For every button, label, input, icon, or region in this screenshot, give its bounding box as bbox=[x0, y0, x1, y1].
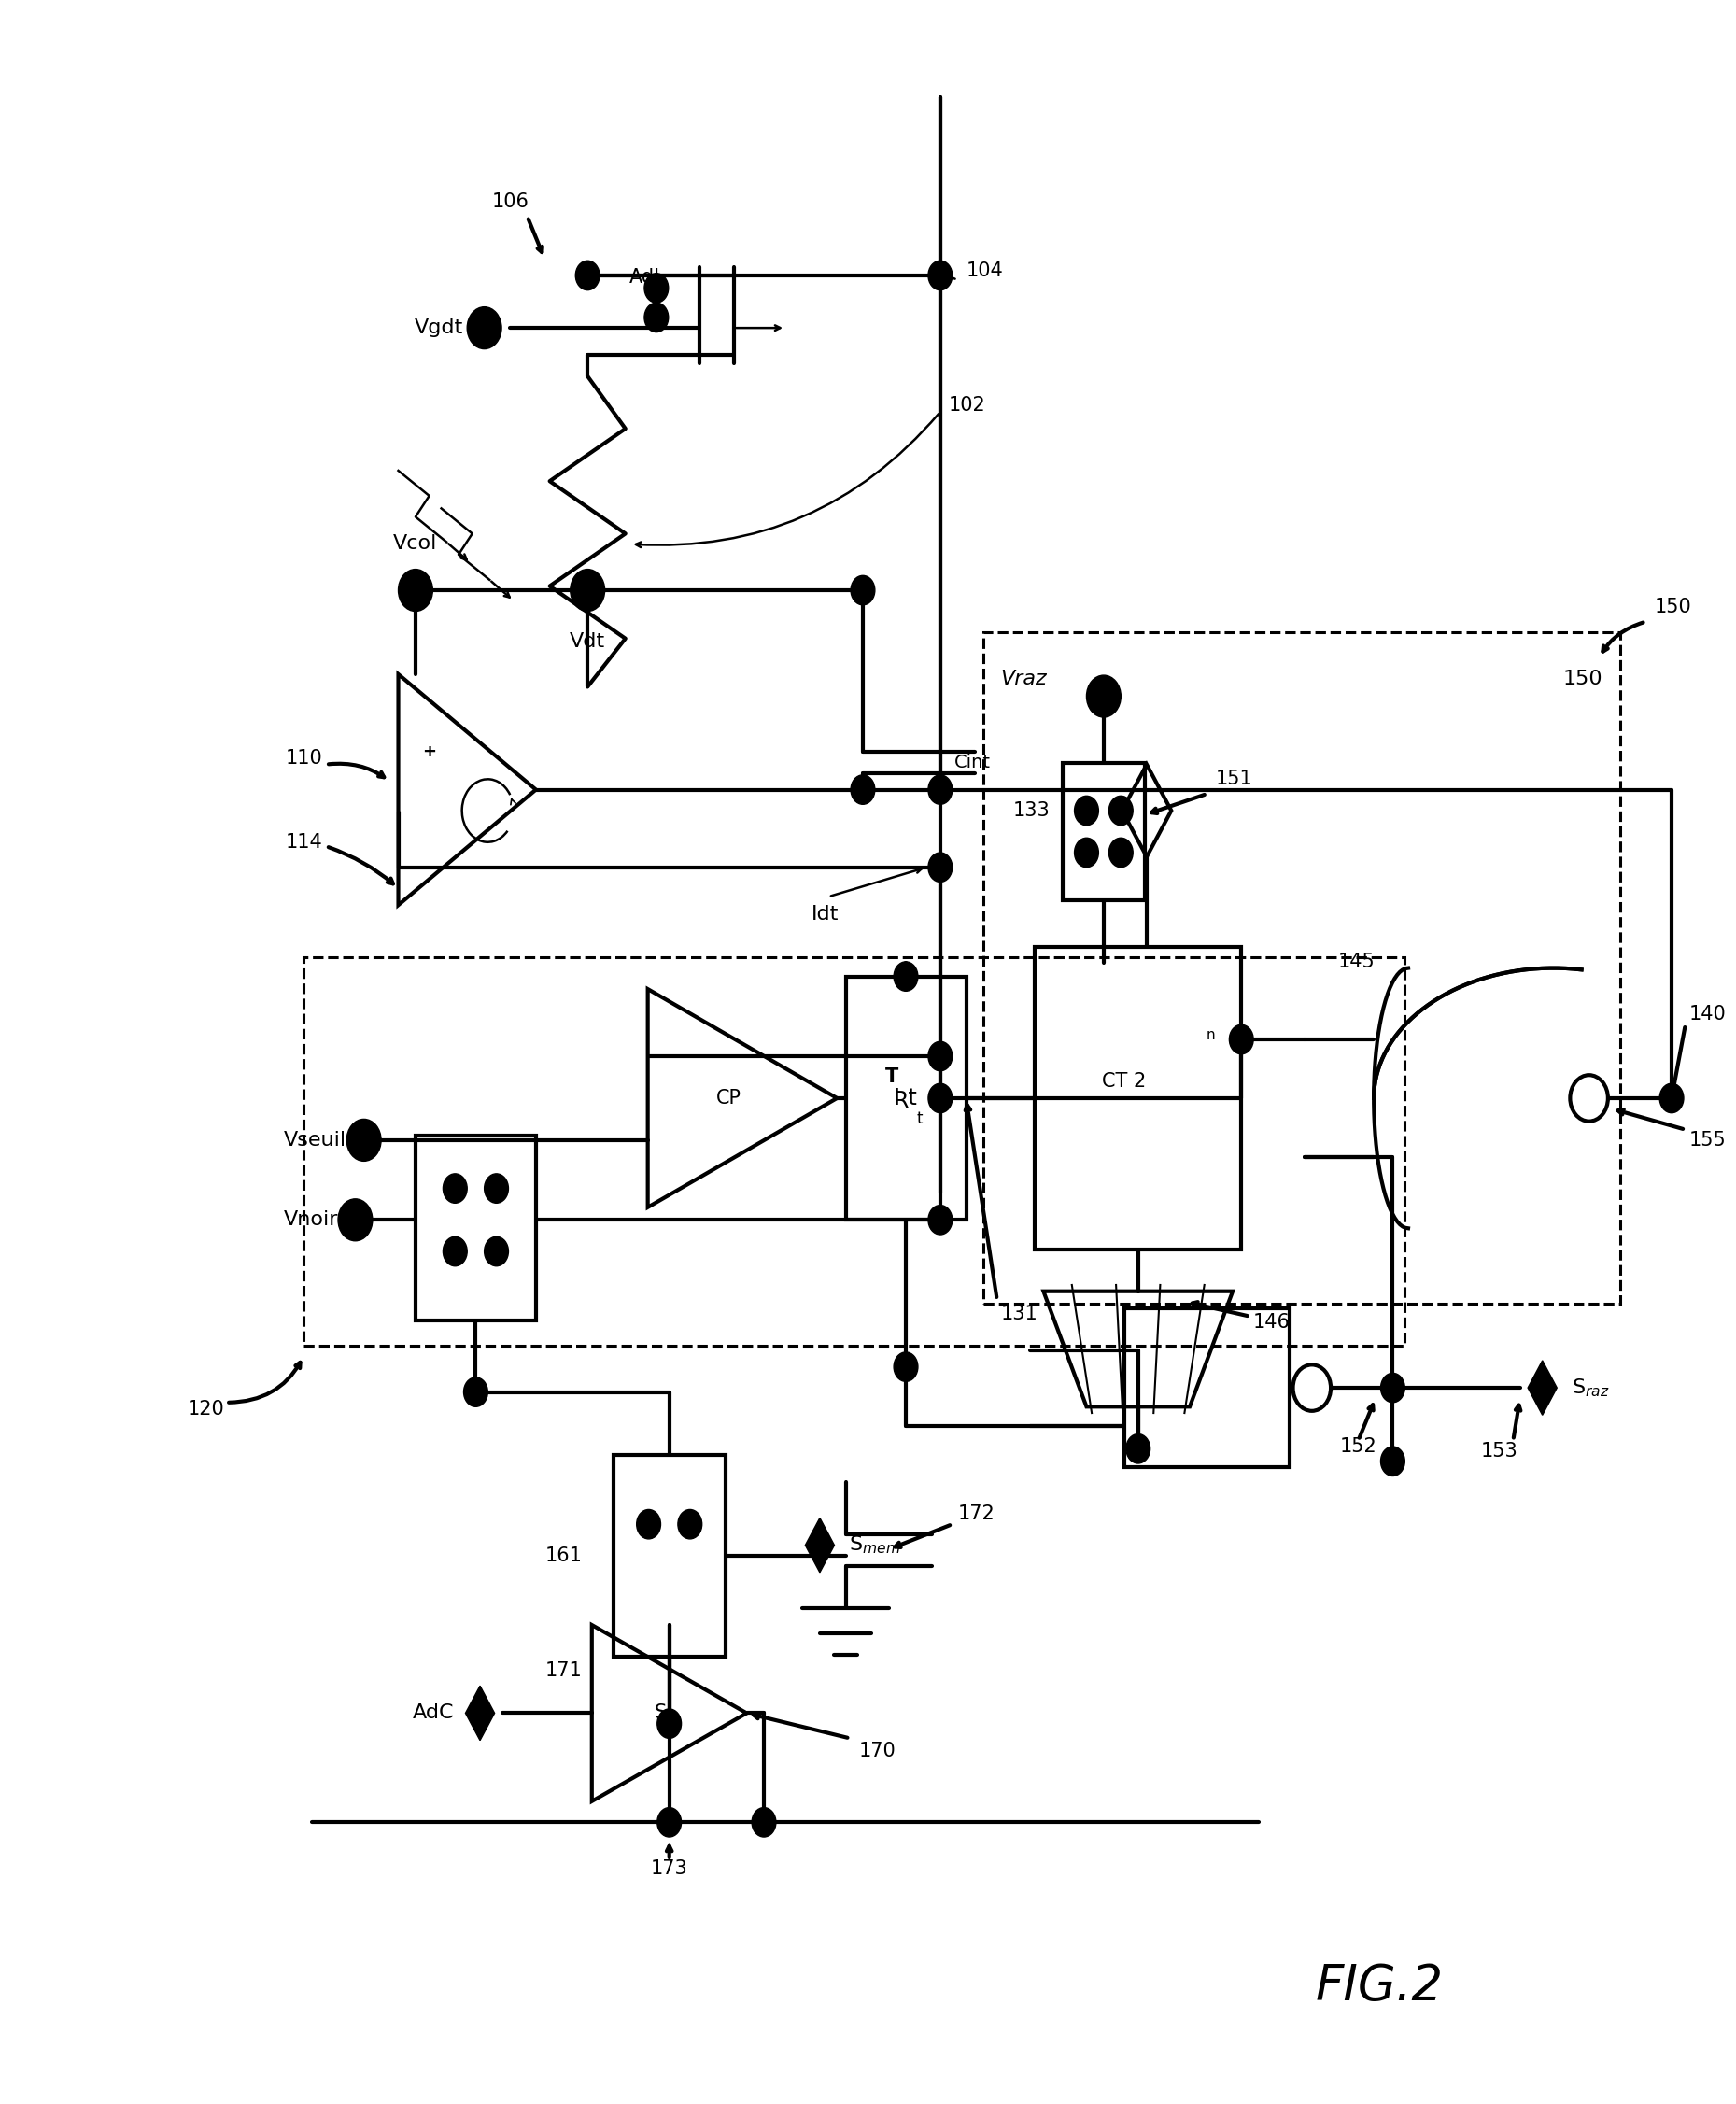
Text: Cint: Cint bbox=[955, 753, 991, 772]
Text: 140: 140 bbox=[1689, 1006, 1726, 1023]
Circle shape bbox=[467, 307, 502, 349]
Text: 133: 133 bbox=[1012, 802, 1050, 821]
Bar bbox=[415, 1136, 536, 1321]
Circle shape bbox=[658, 1807, 681, 1837]
Text: S$_{mem}$: S$_{mem}$ bbox=[849, 1534, 901, 1557]
Text: 170: 170 bbox=[859, 1742, 896, 1761]
Circle shape bbox=[1229, 1025, 1253, 1054]
Bar bbox=[1035, 947, 1241, 1250]
Circle shape bbox=[1380, 1448, 1404, 1477]
Text: Idt: Idt bbox=[811, 905, 838, 924]
Circle shape bbox=[929, 852, 953, 882]
Text: CT 2: CT 2 bbox=[1102, 1073, 1146, 1090]
Text: 155: 155 bbox=[1689, 1130, 1726, 1149]
Circle shape bbox=[929, 1206, 953, 1235]
Text: T: T bbox=[885, 1069, 899, 1086]
Circle shape bbox=[851, 774, 875, 804]
Circle shape bbox=[929, 261, 953, 290]
Circle shape bbox=[347, 1119, 382, 1161]
Circle shape bbox=[1075, 837, 1099, 867]
Text: AdC: AdC bbox=[413, 1704, 455, 1723]
Circle shape bbox=[644, 274, 668, 303]
Text: 153: 153 bbox=[1481, 1441, 1517, 1460]
Circle shape bbox=[1075, 795, 1099, 825]
Text: 150: 150 bbox=[1654, 598, 1691, 616]
Circle shape bbox=[637, 1509, 661, 1538]
Text: 151: 151 bbox=[1215, 770, 1253, 789]
Circle shape bbox=[443, 1237, 467, 1267]
Polygon shape bbox=[806, 1517, 835, 1572]
Text: Ʀt: Ʀt bbox=[894, 1088, 918, 1109]
Circle shape bbox=[339, 1199, 373, 1241]
Circle shape bbox=[443, 1174, 467, 1203]
Text: n: n bbox=[1207, 1029, 1215, 1041]
Circle shape bbox=[1109, 837, 1134, 867]
Circle shape bbox=[484, 1237, 509, 1267]
Text: 114: 114 bbox=[285, 833, 323, 852]
Circle shape bbox=[576, 261, 599, 290]
Circle shape bbox=[1660, 1084, 1684, 1113]
Text: AdL: AdL bbox=[630, 267, 667, 286]
Text: 104: 104 bbox=[965, 261, 1003, 280]
Circle shape bbox=[1087, 675, 1121, 717]
Text: Vseuil: Vseuil bbox=[285, 1130, 347, 1149]
Text: 102: 102 bbox=[950, 396, 986, 414]
Circle shape bbox=[929, 774, 953, 804]
Text: 172: 172 bbox=[958, 1504, 995, 1523]
Text: 120: 120 bbox=[187, 1399, 224, 1418]
Text: Vdt: Vdt bbox=[569, 631, 606, 650]
Circle shape bbox=[1127, 1435, 1151, 1464]
Bar bbox=[613, 1456, 726, 1656]
Circle shape bbox=[571, 570, 604, 612]
Text: Vraz: Vraz bbox=[1000, 669, 1047, 688]
Circle shape bbox=[644, 303, 668, 332]
Text: 145: 145 bbox=[1338, 953, 1375, 972]
Text: 152: 152 bbox=[1340, 1437, 1377, 1456]
Text: 173: 173 bbox=[651, 1860, 687, 1877]
Text: Vnoir: Vnoir bbox=[283, 1210, 339, 1229]
Text: S: S bbox=[654, 1704, 667, 1723]
Circle shape bbox=[677, 1509, 701, 1538]
Circle shape bbox=[894, 962, 918, 991]
Bar bbox=[983, 631, 1620, 1304]
Text: t: t bbox=[917, 1111, 922, 1128]
Circle shape bbox=[752, 1807, 776, 1837]
Text: FIG.2: FIG.2 bbox=[1314, 1961, 1443, 2009]
Text: 110: 110 bbox=[285, 749, 323, 768]
Circle shape bbox=[851, 576, 875, 606]
Text: 171: 171 bbox=[545, 1662, 582, 1681]
Text: Vcol: Vcol bbox=[394, 534, 437, 553]
Polygon shape bbox=[1528, 1361, 1557, 1416]
Circle shape bbox=[464, 1378, 488, 1408]
Text: 161: 161 bbox=[545, 1546, 582, 1565]
Circle shape bbox=[929, 1041, 953, 1071]
Text: Vgdt: Vgdt bbox=[415, 318, 464, 337]
Text: S$_{raz}$: S$_{raz}$ bbox=[1571, 1376, 1609, 1399]
Circle shape bbox=[484, 1174, 509, 1203]
Text: CP: CP bbox=[715, 1090, 741, 1107]
Bar bbox=[1125, 1309, 1290, 1469]
Bar bbox=[845, 976, 965, 1220]
Text: 106: 106 bbox=[491, 194, 529, 210]
Polygon shape bbox=[465, 1685, 495, 1740]
Circle shape bbox=[894, 1353, 918, 1382]
Text: +: + bbox=[422, 743, 436, 760]
Text: 131: 131 bbox=[1000, 1304, 1038, 1323]
Circle shape bbox=[398, 570, 432, 612]
Text: 150: 150 bbox=[1562, 669, 1602, 688]
Circle shape bbox=[658, 1708, 681, 1738]
Circle shape bbox=[929, 1084, 953, 1113]
Circle shape bbox=[1109, 795, 1134, 825]
Text: 146: 146 bbox=[1253, 1313, 1290, 1332]
Bar bbox=[304, 957, 1404, 1347]
Bar bbox=[1062, 764, 1146, 901]
Circle shape bbox=[1380, 1374, 1404, 1403]
